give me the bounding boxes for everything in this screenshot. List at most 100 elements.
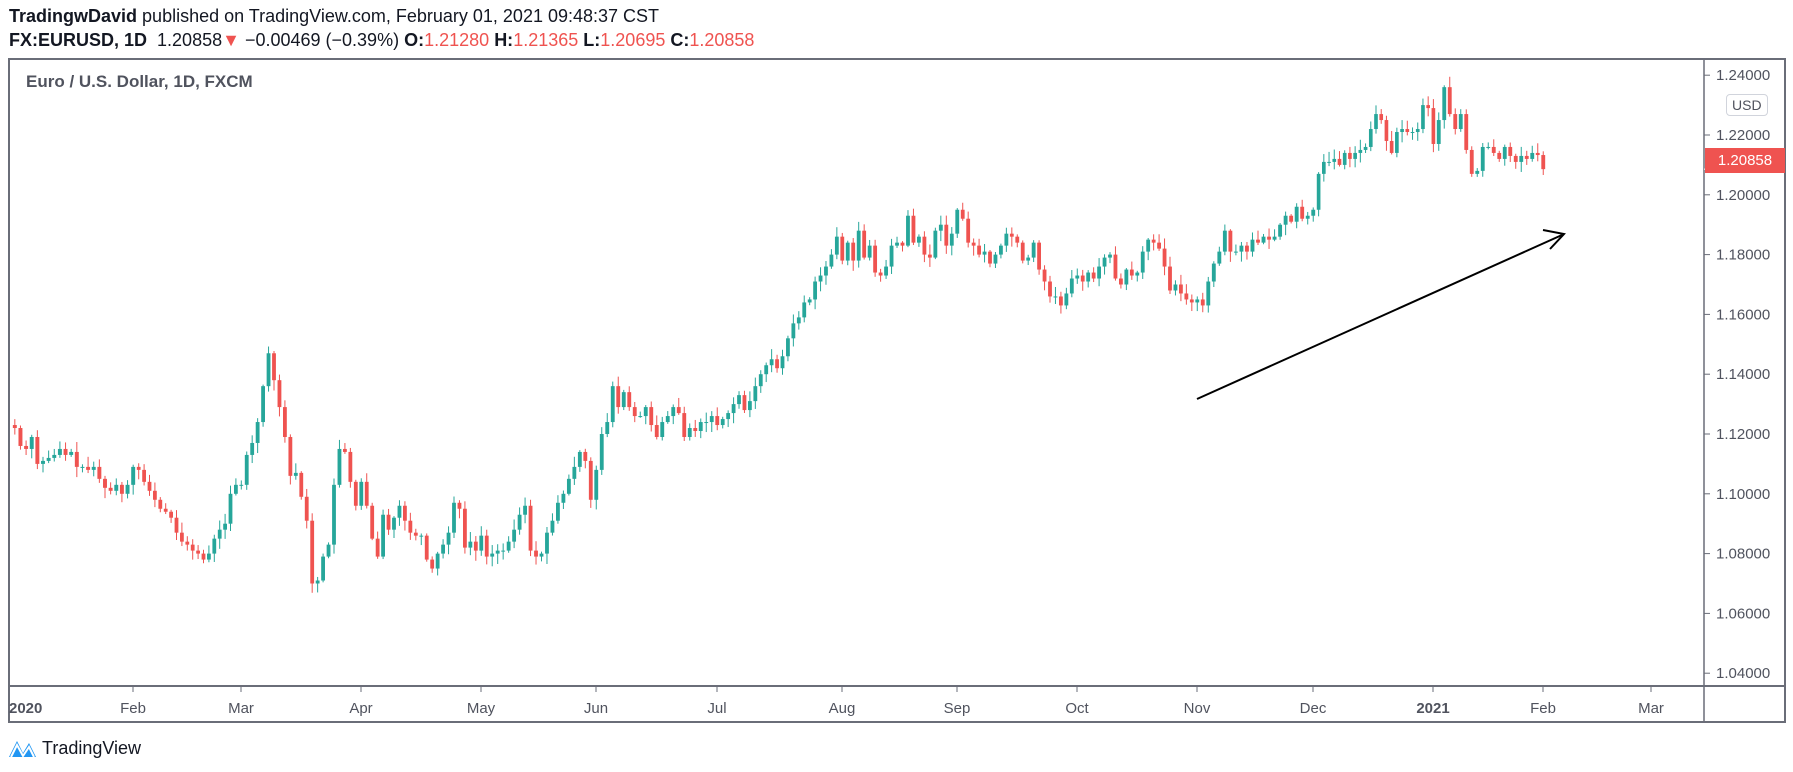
candle-body	[572, 466, 577, 479]
candle-body	[676, 407, 681, 414]
candle-body	[545, 532, 549, 554]
candle-body	[856, 230, 861, 261]
candle-body	[900, 242, 905, 246]
candle-body	[163, 508, 168, 512]
x-tick-label: 2021	[1416, 700, 1449, 717]
candle-body	[228, 493, 233, 524]
candle-body	[988, 251, 992, 264]
candle-body	[1004, 233, 1009, 246]
close-label: C:	[670, 30, 690, 50]
x-tick-label: Nov	[1184, 700, 1211, 717]
x-tick-label: Oct	[1065, 700, 1089, 717]
candle-body	[212, 538, 217, 554]
candle-body	[1294, 206, 1299, 222]
y-tick-label: 1.20000	[1716, 187, 1770, 204]
candle-body	[1311, 209, 1316, 216]
candle-body	[1184, 293, 1189, 300]
candle-body	[153, 490, 157, 500]
tradingview-logo-icon	[9, 741, 36, 758]
candle-body	[616, 386, 621, 408]
candle-body	[12, 425, 17, 429]
publish-line: TradingwDavid published on TradingView.c…	[9, 6, 659, 27]
candle-body	[791, 323, 796, 339]
candle-body	[1048, 281, 1052, 297]
candle-body	[534, 550, 538, 557]
candle-body	[971, 242, 976, 246]
candle-body	[490, 553, 495, 557]
candle-body	[1042, 269, 1047, 282]
candle-body	[927, 254, 932, 258]
candle-body	[441, 544, 445, 554]
candle-body	[1009, 233, 1014, 237]
candle-body	[1217, 251, 1222, 264]
candle-body	[938, 224, 943, 231]
candle-body	[506, 541, 511, 551]
candle-body	[1524, 155, 1529, 159]
candle-body	[283, 407, 287, 437]
candle-body	[1530, 152, 1535, 159]
candle-body	[1497, 152, 1502, 159]
candle-body	[272, 353, 276, 381]
candle-body	[960, 209, 965, 219]
candle-body	[993, 254, 998, 264]
trend-arrow-head-icon	[1542, 229, 1566, 250]
candle-body	[561, 493, 566, 503]
author-name[interactable]: TradingwDavid	[9, 6, 138, 26]
candle-body	[69, 451, 74, 455]
candle-body	[643, 407, 648, 417]
candle-body	[169, 511, 173, 518]
candle-body	[1541, 155, 1546, 170]
candle-body	[715, 416, 720, 426]
candle-body	[1200, 299, 1205, 306]
candle-body	[1211, 263, 1216, 282]
candle-body	[753, 386, 758, 402]
candle-body	[698, 422, 703, 432]
candle-body	[1374, 114, 1378, 130]
candle-body	[343, 448, 347, 452]
candle-body	[261, 386, 265, 423]
candle-body	[1151, 239, 1156, 243]
candle-body	[955, 209, 960, 234]
currency-button[interactable]: USD	[1726, 94, 1768, 116]
symbol-line: FX:EURUSD, 1D 1.20858▼ −0.00469 (−0.39%)…	[9, 30, 754, 51]
candle-body	[1395, 132, 1399, 153]
y-tick-label: 1.14000	[1716, 366, 1770, 383]
candle-body	[266, 353, 271, 387]
candle-body	[223, 523, 227, 530]
candle-body	[1464, 114, 1469, 150]
candle-body	[1278, 224, 1283, 237]
candle-body	[196, 550, 200, 554]
chart-frame[interactable]	[8, 58, 1786, 723]
candle-body	[293, 472, 298, 476]
candle-body	[1108, 254, 1112, 258]
candle-body	[742, 395, 747, 411]
candle-body	[764, 365, 769, 375]
candle-body	[769, 359, 774, 366]
candle-body	[457, 502, 462, 509]
x-tick-label: Feb	[120, 700, 146, 717]
candle-body	[1353, 152, 1357, 159]
candle-body	[632, 407, 637, 417]
candle-body	[550, 520, 555, 533]
candle-body	[63, 448, 68, 455]
candle-body	[86, 466, 91, 470]
candle-body	[103, 478, 107, 488]
chart-legend: Euro / U.S. Dollar, 1D, FXCM	[26, 72, 253, 91]
candle-body	[1195, 299, 1200, 303]
candle-body	[1502, 146, 1507, 159]
candle-body	[392, 517, 396, 530]
candle-body	[244, 454, 249, 485]
y-tick-label: 1.18000	[1716, 247, 1770, 264]
candle-body	[1305, 215, 1310, 219]
candle-body	[1245, 245, 1249, 252]
candle-body	[1250, 239, 1255, 252]
candle-body	[1348, 152, 1352, 159]
candle-body	[463, 508, 467, 548]
x-tick-label: Jul	[707, 700, 726, 717]
candle-body	[523, 505, 527, 515]
candle-body	[1239, 245, 1244, 252]
tradingview-logo[interactable]: TradingView	[8, 737, 141, 759]
candle-body	[375, 538, 380, 557]
candle-body	[944, 224, 949, 246]
